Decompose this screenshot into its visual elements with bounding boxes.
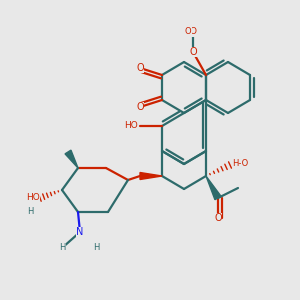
- Text: H: H: [27, 208, 33, 217]
- Text: H: H: [59, 244, 65, 253]
- Text: O: O: [190, 28, 196, 37]
- Text: N: N: [76, 227, 84, 237]
- Text: O: O: [189, 47, 197, 57]
- Text: H-O: H-O: [232, 158, 248, 167]
- Text: O: O: [136, 63, 144, 73]
- Text: HO: HO: [124, 122, 138, 130]
- Polygon shape: [206, 176, 221, 200]
- Text: O: O: [136, 102, 144, 112]
- Text: O: O: [185, 28, 191, 37]
- Text: HO: HO: [26, 194, 40, 202]
- Text: H: H: [93, 244, 99, 253]
- Text: O: O: [214, 213, 222, 223]
- Polygon shape: [140, 172, 162, 179]
- Polygon shape: [65, 150, 78, 168]
